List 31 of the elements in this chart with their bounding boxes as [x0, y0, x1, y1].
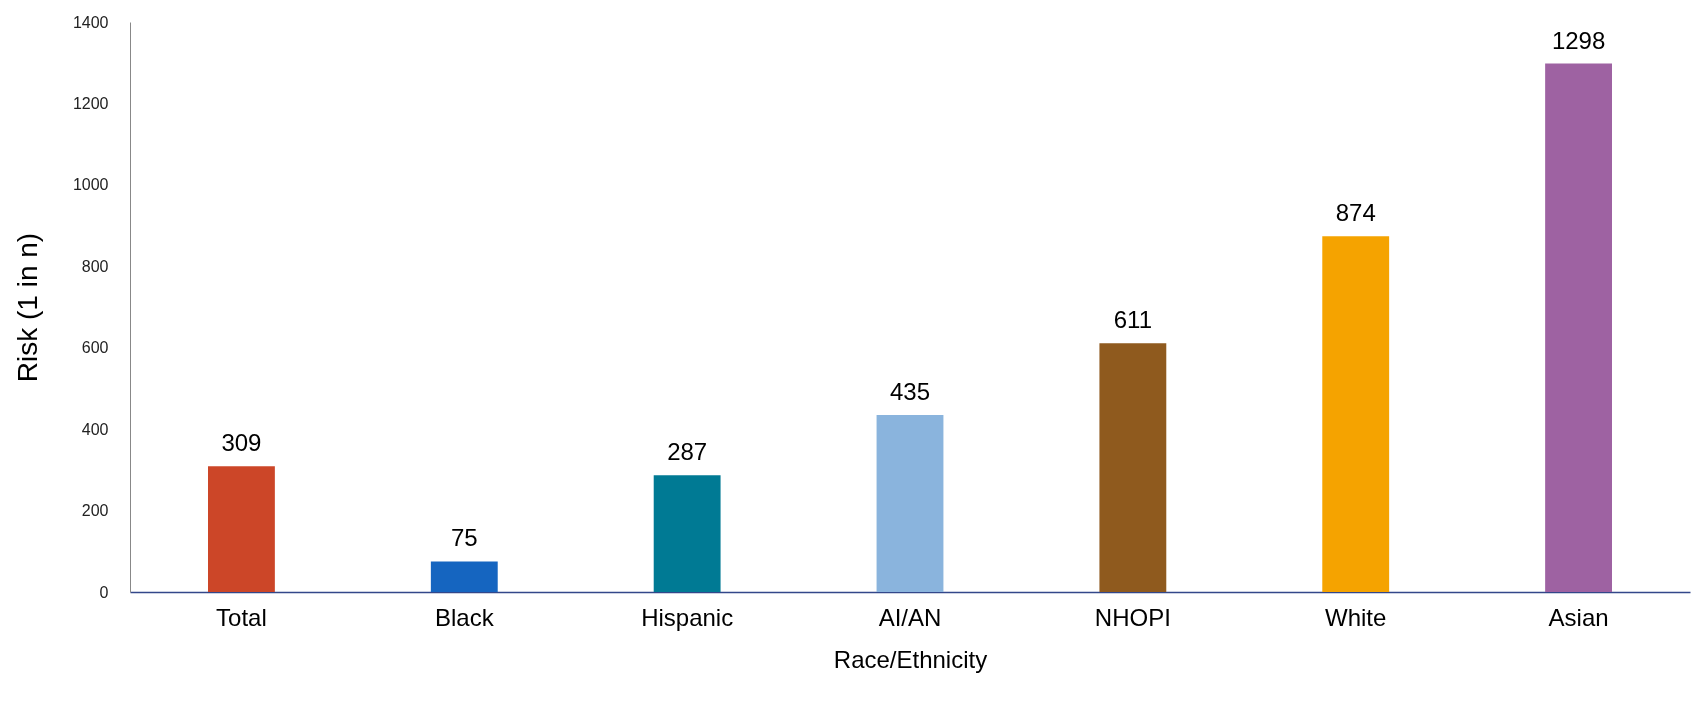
x-tick-label: AI/AN — [878, 603, 942, 631]
bar — [1322, 236, 1390, 592]
x-tick-label: Black — [434, 603, 495, 631]
bar — [876, 414, 944, 592]
y-tick-label: 1400 — [72, 13, 109, 31]
x-tick-label: Total — [216, 603, 267, 631]
y-axis-title: Risk (1 in n) — [11, 232, 43, 383]
data-label: 1298 — [1551, 26, 1606, 54]
y-tick-label: 800 — [81, 257, 109, 275]
data-label: 75 — [450, 524, 478, 552]
x-tick-label: Hispanic — [641, 603, 734, 631]
y-tick-label: 400 — [81, 420, 109, 438]
data-label: 435 — [889, 377, 931, 405]
x-tick-label: Asian — [1548, 603, 1609, 631]
x-axis-title: Race/Ethnicity — [833, 645, 988, 673]
data-label: 287 — [667, 438, 708, 466]
bar — [430, 561, 498, 592]
y-tick-label: 1000 — [72, 176, 109, 194]
data-label: 874 — [1335, 199, 1376, 227]
x-tick-label: White — [1325, 603, 1387, 631]
bar — [208, 466, 275, 592]
x-tick-label: NHOPI — [1094, 603, 1171, 631]
y-tick-label: 0 — [99, 583, 109, 601]
y-tick-label: 1200 — [72, 94, 109, 112]
data-label: 611 — [1113, 306, 1152, 334]
y-tick-label: 600 — [81, 339, 109, 357]
bar — [1545, 63, 1612, 592]
bar — [1099, 343, 1167, 592]
data-label: 309 — [221, 429, 262, 457]
bar — [653, 475, 721, 592]
y-tick-label: 200 — [81, 502, 109, 520]
